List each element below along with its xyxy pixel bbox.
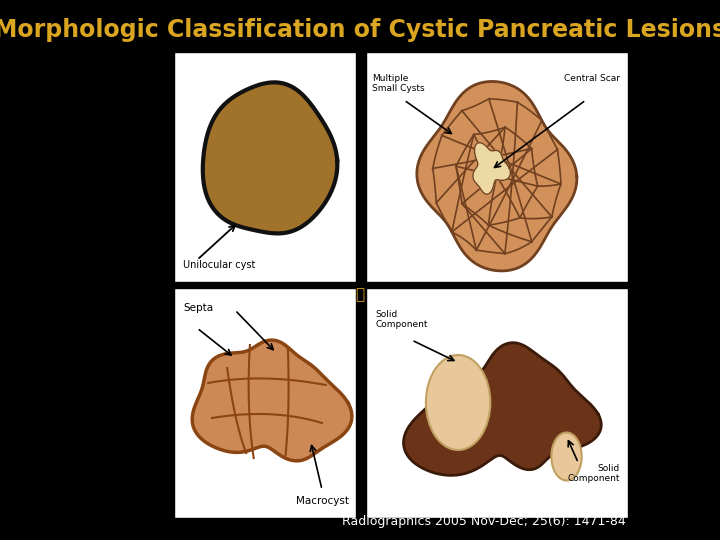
Text: Central Scar: Central Scar <box>564 74 620 83</box>
Bar <box>174 52 356 282</box>
Polygon shape <box>192 340 352 461</box>
Text: Solid
Component: Solid Component <box>375 310 428 329</box>
Ellipse shape <box>552 433 582 481</box>
Polygon shape <box>417 82 577 271</box>
Bar <box>366 288 628 518</box>
Text: Morphologic Classification of Cystic Pancreatic Lesions: Morphologic Classification of Cystic Pan… <box>0 18 720 42</box>
Polygon shape <box>203 83 338 233</box>
Text: Multiple
Small Cysts: Multiple Small Cysts <box>372 74 425 93</box>
Polygon shape <box>473 143 510 194</box>
Bar <box>174 288 356 518</box>
Text: 🔊: 🔊 <box>356 287 364 302</box>
Text: Solid
Component: Solid Component <box>567 464 620 483</box>
Bar <box>366 52 628 282</box>
Text: Septa: Septa <box>184 303 213 313</box>
Ellipse shape <box>426 355 490 450</box>
Text: Unilocular cyst: Unilocular cyst <box>184 260 256 270</box>
Text: Macrocyst: Macrocyst <box>296 496 348 506</box>
Polygon shape <box>403 343 601 475</box>
Text: Radiographics 2005 Nov-Dec; 25(6): 1471-84: Radiographics 2005 Nov-Dec; 25(6): 1471-… <box>341 515 626 528</box>
